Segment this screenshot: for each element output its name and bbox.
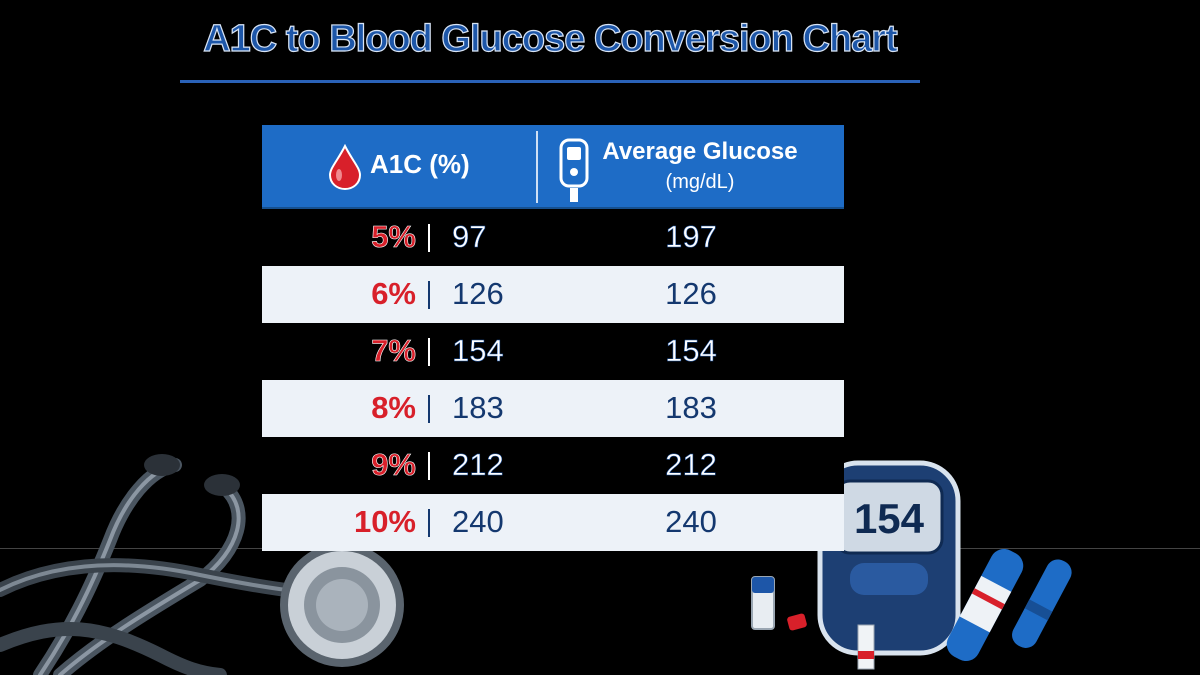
header-average-glucose-label: Average Glucose <box>602 138 798 165</box>
a1c-cell: 9% <box>371 447 416 483</box>
glucose-value-right: 183 <box>665 390 717 425</box>
cell-separator <box>428 509 430 537</box>
glucose-meter-icon <box>559 138 589 202</box>
glucose-value-left: 240 <box>452 504 504 539</box>
a1c-cell: 7% <box>371 333 416 369</box>
meter-display: 154 <box>854 495 925 542</box>
a1c-cell: 8% <box>371 390 416 425</box>
table-row: 7% 154 154 <box>262 323 844 380</box>
chart-title: A1C to Blood Glucose Conversion Chart <box>203 17 899 60</box>
table-body: 5% 97 197 6% 126 126 7% 154 154 8% 183 183 9% 212 212 1… <box>262 209 844 551</box>
header-divider <box>536 131 538 203</box>
glucose-meter-kit-icon: 154 <box>751 460 1072 670</box>
glucose-value-left: 154 <box>452 333 504 369</box>
table-row: 6% 126 126 <box>262 266 844 323</box>
a1c-cell: 10% <box>353 504 416 539</box>
glucose-value-right: 240 <box>665 504 717 539</box>
table-header: A1C (%) Average Glucose (mg/dL) <box>262 125 844 209</box>
title-underline <box>180 80 920 83</box>
table-row: 5% 97 197 <box>262 209 844 266</box>
table-row: 8% 183 183 <box>262 380 844 437</box>
glucose-value-right: 126 <box>665 276 717 311</box>
conversion-table: A1C (%) Average Glucose (mg/dL) 5% 97 197 6… <box>262 125 844 551</box>
cell-separator <box>428 452 430 480</box>
header-average-glucose: Average Glucose (mg/dL) <box>592 137 808 197</box>
header-unit: (mg/dL) <box>665 171 735 193</box>
a1c-cell: 6% <box>371 276 416 311</box>
cell-separator <box>428 395 430 423</box>
cell-separator <box>428 281 430 309</box>
glucose-value-left: 126 <box>452 276 504 311</box>
glucose-value-right: 154 <box>665 333 717 369</box>
table-row: 10% 240 240 <box>262 494 844 551</box>
glucose-value-left: 183 <box>452 390 504 425</box>
glucose-value-left: 212 <box>452 447 504 483</box>
stethoscope-icon <box>0 454 404 675</box>
glucose-value-left: 97 <box>452 219 487 255</box>
cell-separator <box>428 338 430 366</box>
cell-separator <box>428 224 430 252</box>
glucose-value-right: 212 <box>665 447 717 483</box>
glucose-value-right: 197 <box>665 219 717 255</box>
header-a1c: A1C (%) <box>370 149 470 179</box>
a1c-cell: 5% <box>371 219 416 255</box>
table-row: 9% 212 212 <box>262 437 844 494</box>
blood-drop-icon <box>328 144 362 190</box>
